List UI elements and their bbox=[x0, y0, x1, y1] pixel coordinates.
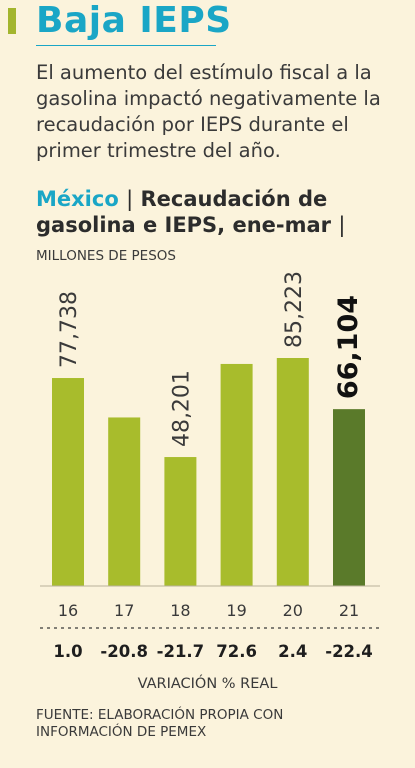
variation-value-18: -21.7 bbox=[157, 642, 205, 661]
source-note: FUENTE: ELABORACIÓN PROPIA CON INFORMACI… bbox=[36, 707, 284, 740]
separator: | bbox=[126, 187, 134, 211]
category-label-21: 21 bbox=[339, 601, 359, 620]
value-label-21: 66,104 bbox=[333, 295, 364, 399]
subtitle: El aumento del estímulo fiscal a la gaso… bbox=[36, 61, 381, 162]
variation-value-16: 1.0 bbox=[53, 642, 82, 661]
page-title: Baja IEPS bbox=[36, 0, 232, 41]
variation-label: VARIACIÓN % REAL bbox=[137, 676, 278, 692]
bar-17 bbox=[108, 417, 141, 586]
bar-18 bbox=[164, 457, 197, 586]
variation-value-17: -20.8 bbox=[100, 642, 148, 661]
title-rule bbox=[36, 45, 216, 46]
accent-bar bbox=[8, 8, 16, 34]
value-label-20: 85,223 bbox=[282, 271, 307, 348]
bar-21 bbox=[333, 409, 365, 586]
category-label-17: 17 bbox=[114, 601, 134, 620]
value-label-18: 48,201 bbox=[169, 370, 194, 447]
chart-title: Recaudación de gasolina e IEPS, ene-mar bbox=[36, 187, 332, 237]
category-label-19: 19 bbox=[226, 601, 246, 620]
variation-value-19: 72.6 bbox=[216, 642, 257, 661]
bar-19 bbox=[220, 363, 253, 586]
variation-value-21: -22.4 bbox=[325, 642, 373, 661]
category-label-20: 20 bbox=[283, 601, 303, 620]
bar-16 bbox=[52, 378, 84, 586]
bar-20 bbox=[276, 358, 309, 586]
category-label-18: 18 bbox=[170, 601, 190, 620]
units-label: MILLONES DE PESOS bbox=[36, 248, 176, 264]
value-label-16: 77,738 bbox=[57, 291, 82, 368]
chart-header: México | Recaudación de gasolina e IEPS,… bbox=[36, 186, 408, 238]
chart-brand: México bbox=[36, 187, 119, 211]
variation-value-20: 2.4 bbox=[278, 642, 307, 661]
separator-end: | bbox=[338, 213, 346, 237]
category-label-16: 16 bbox=[58, 601, 78, 620]
